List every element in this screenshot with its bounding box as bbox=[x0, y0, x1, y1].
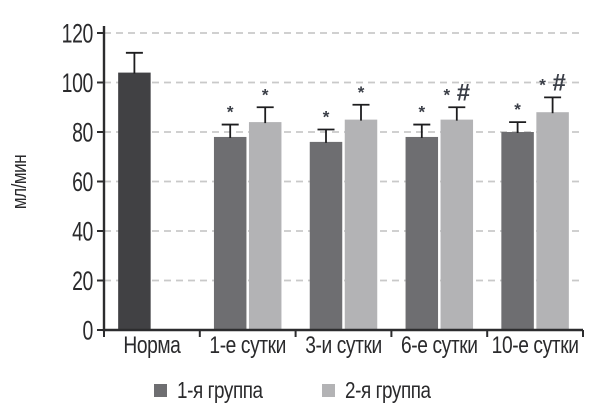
bar-cat2-series1 bbox=[309, 141, 343, 330]
legend-label-group2: 2-я группа bbox=[344, 377, 431, 403]
legend: 1-я группа 2-я группа bbox=[0, 377, 603, 404]
axis-labels: 0 20 40 60 80 100 120 Норма 1-е сутки 3-и сутки 6-… bbox=[62, 18, 579, 358]
bar-cat4-series1 bbox=[501, 132, 534, 330]
legend-item-group1: 1-я группа bbox=[154, 377, 281, 404]
y-tick-label-0: 0 bbox=[83, 315, 94, 345]
annotation: * bbox=[514, 100, 521, 119]
bars bbox=[118, 72, 569, 330]
annotation: * # bbox=[539, 69, 566, 96]
axes bbox=[97, 26, 584, 337]
bar-cat1-series2 bbox=[248, 122, 282, 330]
category-label-0: Норма bbox=[123, 331, 181, 359]
y-tick-label-20: 20 bbox=[72, 266, 93, 296]
legend-label-group1: 1-я группа bbox=[177, 377, 263, 403]
annotation: * bbox=[323, 108, 330, 127]
y-tick-label-60: 60 bbox=[72, 167, 93, 197]
y-axis-title: мл/мин bbox=[8, 155, 31, 209]
bar-cat0-series1 bbox=[118, 72, 151, 330]
bar-cat3-series2 bbox=[440, 119, 474, 330]
category-label-2: 3-и сутки bbox=[305, 331, 382, 359]
chart-canvas: * * * * * * * # * # 0 20 40 60 80 100 120 Норма 1-е сут… bbox=[8, 18, 584, 359]
legend-item-group2: 2-я группа bbox=[321, 377, 449, 404]
annotation: * bbox=[262, 85, 269, 104]
y-tick-label-100: 100 bbox=[62, 68, 94, 98]
y-tick-label-120: 120 bbox=[62, 18, 94, 48]
annotation: * # bbox=[443, 79, 470, 106]
category-label-1: 1-е сутки bbox=[209, 331, 286, 359]
error-bars bbox=[125, 51, 562, 143]
bar-cat2-series2 bbox=[344, 119, 378, 330]
bar-cat1-series1 bbox=[213, 136, 247, 330]
legend-swatch-group2 bbox=[321, 384, 335, 397]
y-tick-label-40: 40 bbox=[72, 216, 93, 246]
annotation: * bbox=[358, 83, 365, 102]
annotation: * bbox=[227, 103, 234, 122]
category-label-3: 6-е сутки bbox=[401, 331, 478, 359]
bar-cat3-series1 bbox=[405, 136, 439, 330]
annotation: * bbox=[418, 103, 425, 122]
y-tick-label-80: 80 bbox=[72, 117, 93, 147]
bar-cat4-series2 bbox=[536, 112, 569, 330]
category-label-4: 10-е сутки bbox=[492, 331, 579, 359]
legend-swatch-group1 bbox=[154, 384, 168, 397]
significance-annotations: * * * * * * * # * # bbox=[227, 69, 566, 126]
